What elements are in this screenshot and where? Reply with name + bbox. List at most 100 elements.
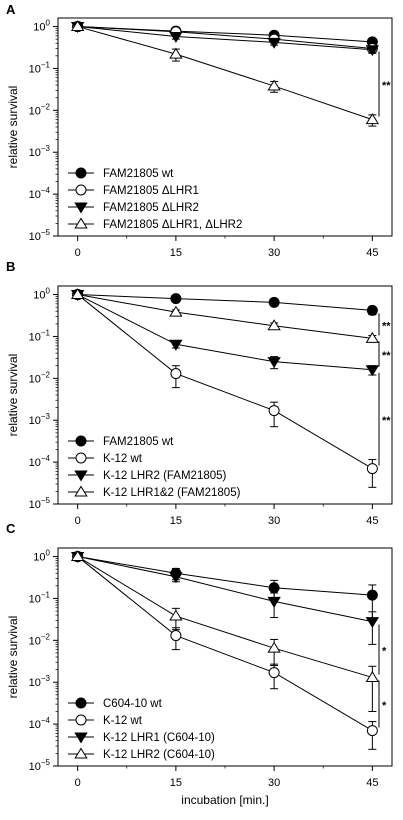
legend-marker bbox=[75, 435, 87, 447]
x-tick-label: 0 bbox=[75, 777, 81, 789]
series-line bbox=[77, 556, 373, 678]
panel-letter: A bbox=[6, 2, 16, 17]
series-line bbox=[77, 556, 373, 596]
series-line bbox=[77, 294, 373, 470]
data-point bbox=[70, 20, 85, 32]
data-point bbox=[365, 113, 380, 125]
significance-label: ** bbox=[382, 415, 391, 427]
legend: C604-10 wt K-12 wt K-12 LHR1 (C604-10) K-12… bbox=[68, 697, 215, 761]
data-point bbox=[366, 463, 378, 475]
data-point bbox=[70, 550, 85, 562]
data-point bbox=[169, 609, 183, 621]
y-tick-label: 10−2 bbox=[29, 102, 51, 117]
legend-label: K-12 LHR1 (C604-10) bbox=[103, 732, 215, 744]
x-tick-label: 15 bbox=[170, 515, 182, 527]
y-tick-label: 10−3 bbox=[29, 412, 51, 427]
x-tick-label: 0 bbox=[75, 515, 81, 527]
legend-marker bbox=[75, 714, 87, 726]
y-tick-label: 100 bbox=[33, 287, 50, 302]
x-tick-label: 30 bbox=[268, 247, 280, 259]
legend-marker bbox=[74, 485, 88, 497]
series-line bbox=[77, 26, 373, 51]
x-tick-label: 15 bbox=[170, 247, 182, 259]
legend-marker bbox=[75, 184, 87, 196]
data-point bbox=[366, 304, 378, 316]
y-tick-label: 10−1 bbox=[29, 60, 51, 75]
data-point bbox=[170, 630, 182, 642]
series-line bbox=[77, 26, 373, 121]
series-1 bbox=[72, 289, 378, 316]
y-tick-label: 100 bbox=[33, 549, 50, 564]
x-tick-label: 45 bbox=[366, 777, 378, 789]
data-point bbox=[267, 641, 281, 653]
legend-label: K-12 LHR2 (FAM21805) bbox=[103, 470, 227, 482]
y-tick-label: 10−4 bbox=[29, 186, 51, 201]
y-tick-label: 10−3 bbox=[29, 144, 51, 159]
data-point bbox=[366, 725, 378, 737]
data-point bbox=[169, 572, 183, 584]
legend-label: K-12 wt bbox=[103, 715, 143, 727]
data-point bbox=[267, 596, 281, 608]
legend-marker bbox=[75, 452, 87, 464]
legend-label: C604-10 wt bbox=[103, 698, 163, 710]
data-point bbox=[70, 288, 85, 300]
data-point bbox=[170, 368, 182, 380]
significance-label: * bbox=[382, 700, 387, 712]
data-point bbox=[365, 45, 380, 57]
legend-label: FAM21805 ΔLHR2 bbox=[103, 202, 199, 214]
x-tick-label: 30 bbox=[268, 777, 280, 789]
panel-b: B 100 10−1 10−2 10−3 10−4 10−5 0 15 30 45 relative … bbox=[6, 259, 393, 527]
x-axis-label: incubation [min.] bbox=[181, 793, 268, 807]
series-line bbox=[77, 294, 373, 371]
data-point bbox=[267, 37, 281, 49]
panel-c: C 100 10−1 10−2 10−3 10−4 10−5 0 15 30 45 relative … bbox=[6, 521, 393, 807]
y-tick-label: 10−5 bbox=[29, 496, 51, 511]
y-tick-label: 10−4 bbox=[29, 716, 51, 731]
legend-marker bbox=[75, 167, 87, 179]
data-point bbox=[267, 357, 281, 369]
x-tick-label: 45 bbox=[366, 515, 378, 527]
series-4 bbox=[70, 550, 380, 712]
data-point bbox=[268, 296, 280, 308]
series-line bbox=[77, 556, 373, 623]
panel-letter: B bbox=[6, 259, 15, 274]
significance-label: * bbox=[382, 646, 387, 658]
data-point bbox=[169, 31, 183, 43]
legend-marker bbox=[74, 470, 88, 482]
legend: FAM21805 wt K-12 wt K-12 LHR2 (FAM21805) K-… bbox=[68, 435, 241, 499]
data-point bbox=[170, 293, 182, 305]
data-point bbox=[267, 79, 281, 91]
y-tick-label: 10−1 bbox=[29, 590, 51, 605]
x-tick-label: 30 bbox=[268, 515, 280, 527]
legend-label: FAM21805 wt bbox=[103, 168, 174, 180]
y-tick-label: 10−3 bbox=[29, 674, 51, 689]
series-4 bbox=[70, 288, 380, 343]
data-point bbox=[366, 589, 378, 601]
y-tick-label: 10−4 bbox=[29, 454, 51, 469]
legend-marker bbox=[75, 697, 87, 709]
y-axis-label: relative survival bbox=[6, 616, 20, 699]
panel-letter: C bbox=[6, 521, 16, 536]
legend-label: K-12 wt bbox=[103, 453, 143, 465]
panel-a: A 100 10−1 10−2 10−3 10−4 10−5 0 15 30 45 relative … bbox=[6, 2, 393, 259]
y-tick-label: 100 bbox=[33, 19, 50, 34]
data-point bbox=[365, 617, 380, 629]
y-axis-label: relative survival bbox=[6, 354, 20, 437]
series-4 bbox=[70, 20, 380, 127]
data-point bbox=[365, 365, 380, 377]
legend-marker bbox=[74, 202, 88, 214]
legend-marker bbox=[74, 217, 88, 229]
series-1 bbox=[72, 21, 378, 48]
legend-label: FAM21805 wt bbox=[103, 436, 174, 448]
legend-label: FAM21805 ΔLHR1 bbox=[103, 185, 199, 197]
series-1 bbox=[72, 551, 378, 621]
series-line bbox=[77, 294, 373, 339]
legend-marker bbox=[74, 747, 88, 759]
data-point bbox=[365, 670, 380, 682]
y-tick-label: 10−5 bbox=[29, 758, 51, 773]
legend-label: FAM21805 ΔLHR1, ΔLHR2 bbox=[103, 219, 242, 231]
data-point bbox=[169, 47, 183, 59]
y-tick-label: 10−2 bbox=[29, 632, 51, 647]
data-point bbox=[365, 331, 380, 343]
